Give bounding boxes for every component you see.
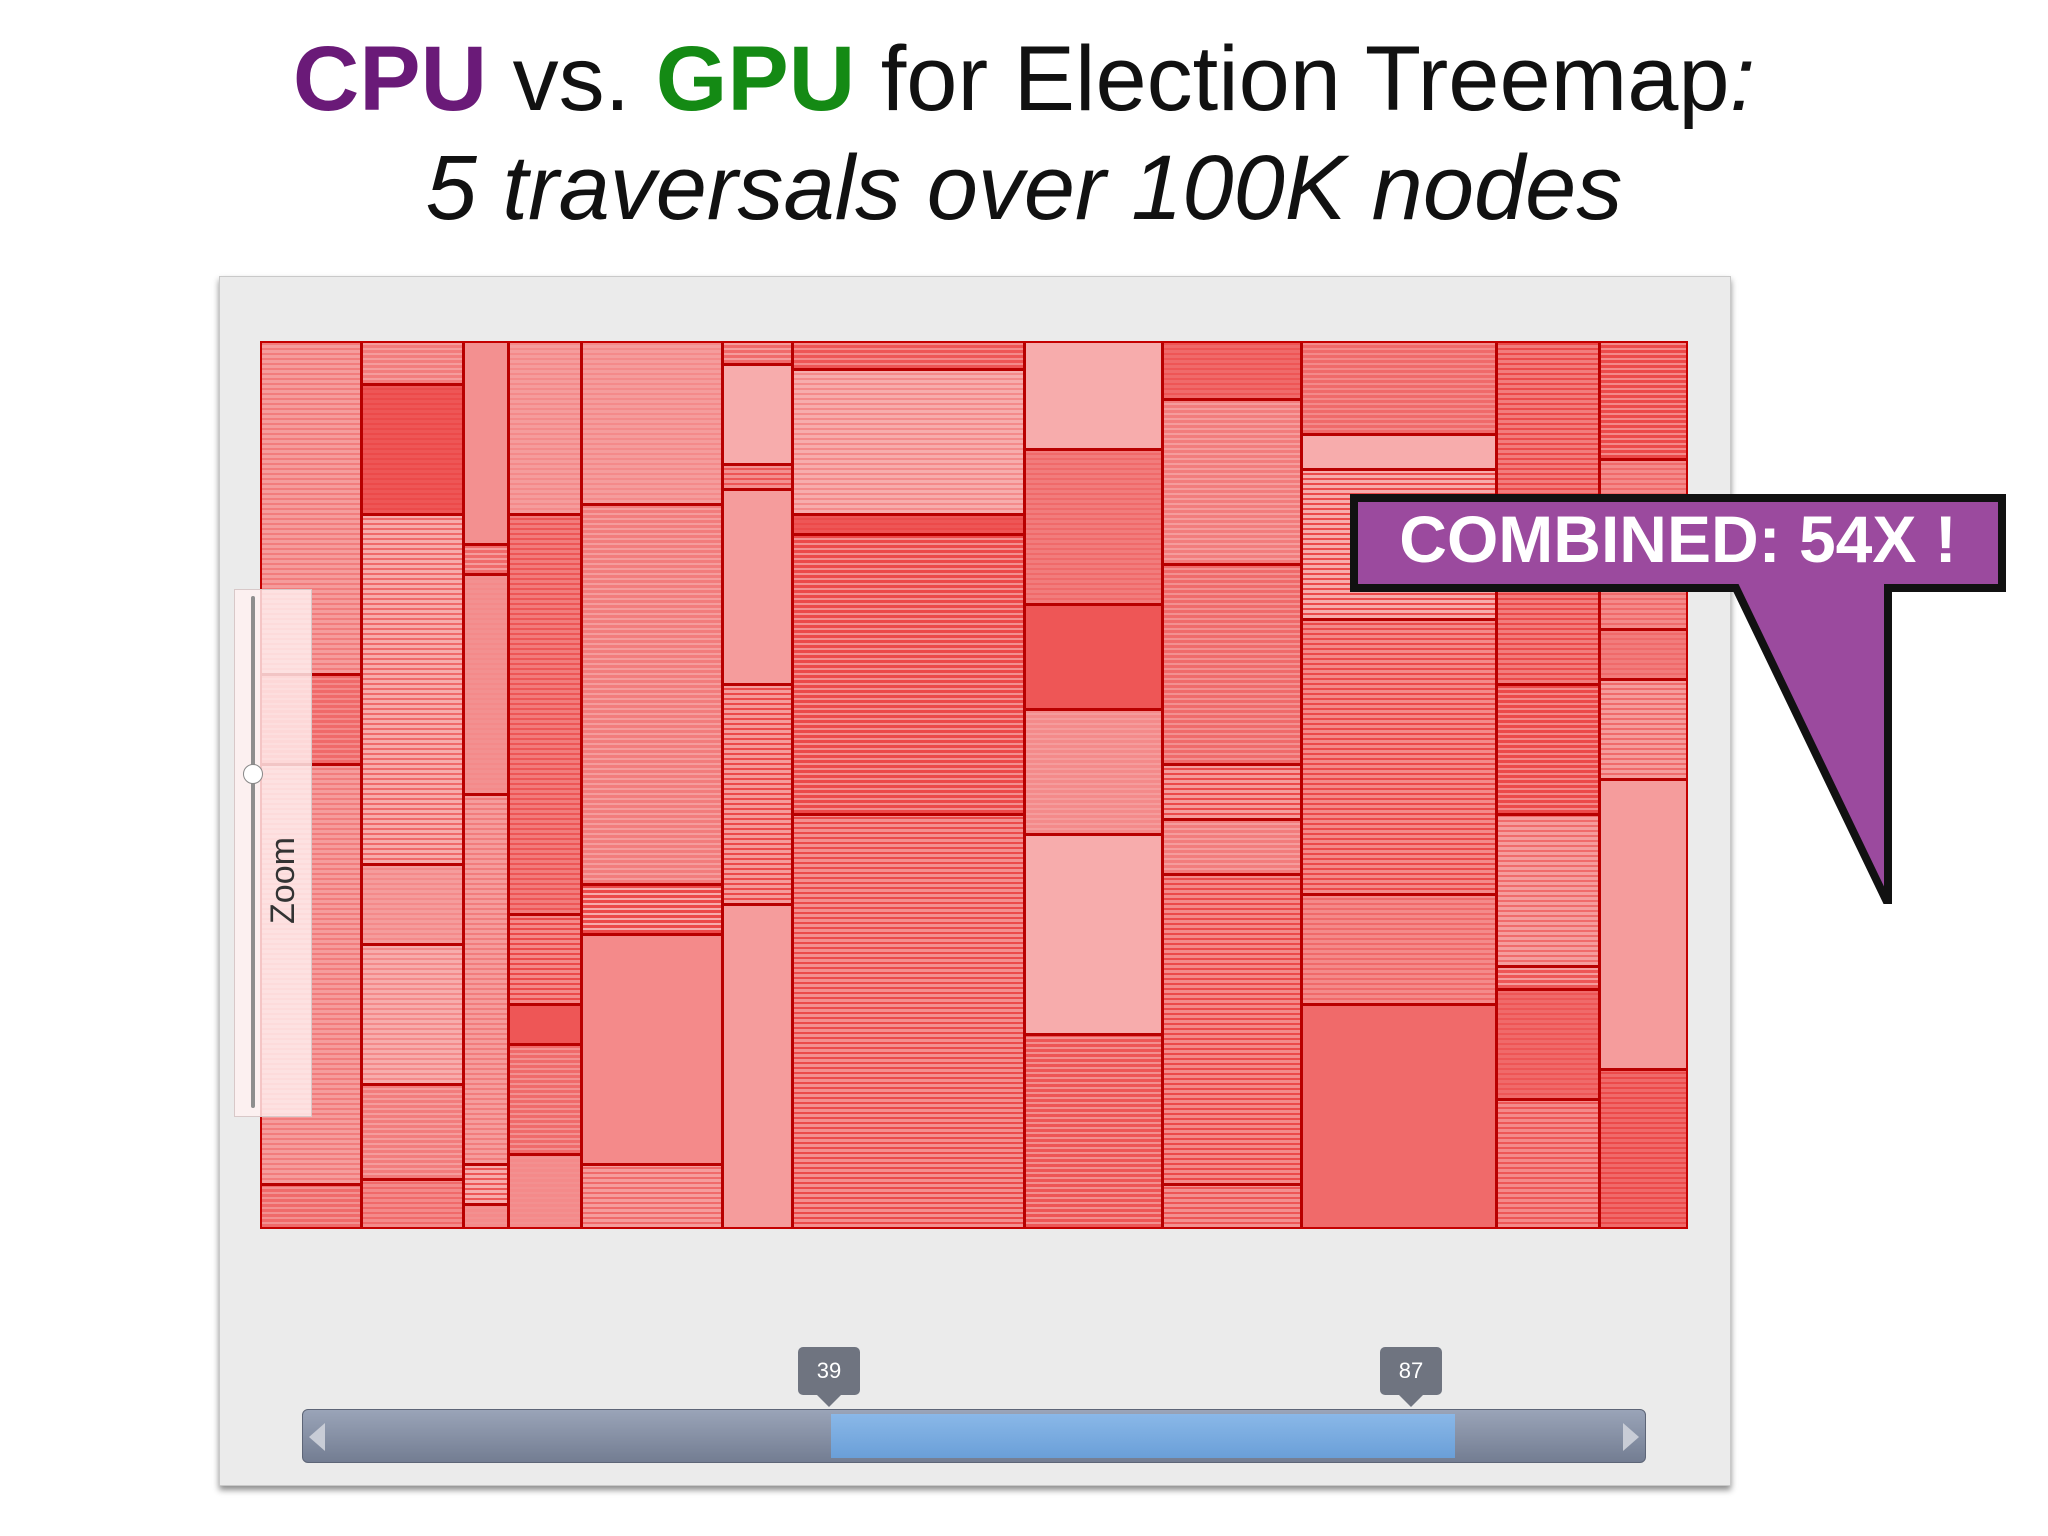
treemap-cell[interactable] [1303,618,1495,893]
treemap-cell[interactable] [1026,603,1161,708]
treemap-cell[interactable] [363,383,462,513]
treemap-cell[interactable] [510,513,580,913]
treemap-column[interactable] [1495,343,1598,1227]
treemap-cell[interactable] [794,813,1023,1227]
treemap-cell[interactable] [510,1153,580,1227]
treemap-cell[interactable] [1303,433,1495,468]
treemap-column[interactable] [507,343,580,1227]
treemap-cell[interactable] [724,363,791,463]
treemap-cell[interactable] [724,683,791,903]
treemap-cell[interactable] [1026,448,1161,603]
treemap-cell[interactable] [1601,628,1686,678]
treemap-cell[interactable] [1303,893,1495,1003]
slide-subtitle: 5 traversals over 100K nodes [425,137,1623,240]
treemap-cell[interactable] [465,573,507,793]
treemap-cell[interactable] [583,503,721,883]
treemap-cell[interactable] [1303,343,1495,433]
zoom-thumb[interactable] [243,764,263,784]
treemap-cell[interactable] [794,368,1023,513]
zoom-label: Zoom [263,836,302,924]
treemap-cell[interactable] [1498,965,1598,988]
treemap-cell[interactable] [363,1178,462,1227]
treemap-cell[interactable] [465,793,507,1163]
range-selection[interactable] [831,1414,1455,1458]
callout-text: COMBINED: 54X ! [1399,502,1957,576]
treemap-cell[interactable] [724,343,791,363]
treemap-cell[interactable] [1498,1098,1598,1227]
treemap-cell[interactable] [1601,778,1686,1068]
treemap-column[interactable] [462,343,507,1227]
range-high-handle[interactable]: 87 [1380,1347,1442,1407]
title-gpu: GPU [655,28,856,130]
title-line: CPU vs. GPU for Election Treemap: [0,28,2048,131]
range-low-handle[interactable]: 39 [798,1347,860,1407]
treemap-cell[interactable] [510,913,580,1003]
treemap-cell[interactable] [465,343,507,543]
treemap-column[interactable] [360,343,462,1227]
treemap-cell[interactable] [262,1183,360,1227]
right-arrow-icon[interactable] [1623,1423,1639,1451]
callout-shape [1350,494,2006,906]
treemap-cell[interactable] [583,883,721,933]
treemap-cell[interactable] [1164,818,1300,873]
slide-title: CPU vs. GPU for Election Treemap: 5 trav… [0,28,2048,240]
treemap-column[interactable] [1161,343,1300,1227]
election-treemap[interactable] [260,341,1688,1229]
treemap-cell[interactable] [583,343,721,503]
treemap-cell[interactable] [1164,873,1300,1183]
treemap-cell[interactable] [794,533,1023,813]
treemap-cell[interactable] [583,933,721,1163]
treemap-cell[interactable] [465,1163,507,1203]
treemap-cell[interactable] [363,513,462,863]
treemap-cell[interactable] [724,463,791,488]
treemap-cell[interactable] [1164,763,1300,818]
treemap-cell[interactable] [510,343,580,513]
treemap-column[interactable] [580,343,721,1227]
treemap-column[interactable] [791,343,1023,1227]
treemap-cell[interactable] [363,863,462,943]
treemap-cell[interactable] [465,1203,507,1227]
zoom-slider[interactable]: Zoom [234,589,312,1117]
treemap-cell[interactable] [363,343,462,383]
treemap-cell[interactable] [724,488,791,683]
treemap-cell[interactable] [794,343,1023,368]
left-arrow-icon[interactable] [309,1423,325,1451]
treemap-cell[interactable] [1026,833,1161,1033]
treemap-cell[interactable] [794,513,1023,533]
treemap-cell[interactable] [1498,813,1598,965]
treemap-column[interactable] [721,343,791,1227]
title-rest: for Election Treemap [880,28,1730,130]
treemap-column[interactable] [1300,343,1495,1227]
treemap-cell[interactable] [1164,398,1300,563]
treemap-cell[interactable] [1601,678,1686,778]
treemap-cell[interactable] [1498,988,1598,1098]
title-vs: vs. [512,28,631,130]
treemap-cell[interactable] [1601,1068,1686,1227]
zoom-track[interactable] [251,596,255,1108]
title-colon: : [1729,28,1756,130]
treemap-cell[interactable] [1026,1033,1161,1227]
treemap-column[interactable] [1023,343,1161,1227]
range-slider[interactable] [302,1409,1646,1463]
treemap-cell[interactable] [1164,563,1300,763]
treemap-app-window: Zoom 39 87 [219,276,1731,1486]
treemap-cell[interactable] [510,1043,580,1153]
treemap-cell[interactable] [363,943,462,1083]
title-cpu: CPU [292,28,488,130]
treemap-cell[interactable] [1601,343,1686,458]
speedup-callout: COMBINED: 54X ! [1350,494,2006,906]
treemap-cell[interactable] [1498,683,1598,813]
treemap-cell[interactable] [724,903,791,1227]
treemap-cell[interactable] [1026,708,1161,833]
treemap-cell[interactable] [363,1083,462,1178]
treemap-cell[interactable] [510,1003,580,1043]
treemap-cell[interactable] [1164,343,1300,398]
treemap-cell[interactable] [1026,343,1161,448]
treemap-cell[interactable] [583,1163,721,1227]
treemap-cell[interactable] [1164,1183,1300,1227]
treemap-cell[interactable] [465,543,507,573]
treemap-cell[interactable] [1303,1003,1495,1227]
